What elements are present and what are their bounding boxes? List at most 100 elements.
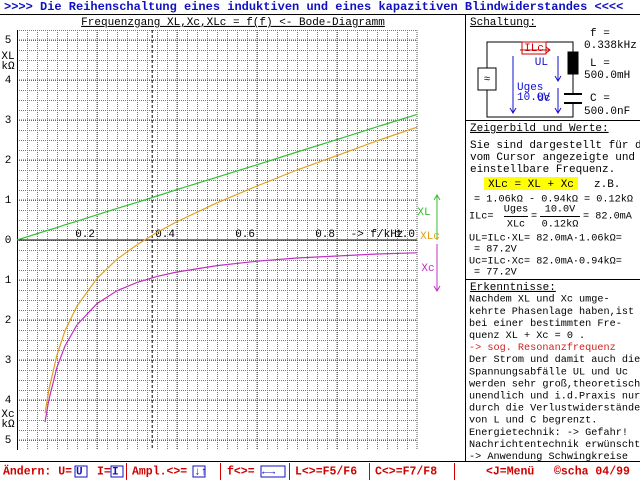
current-label: ILc bbox=[524, 43, 544, 55]
fraction-den: 0.12kΩ bbox=[542, 219, 579, 231]
f-value: 0.338kHz bbox=[584, 40, 637, 52]
x-tick-label: 0.8 bbox=[315, 229, 335, 241]
intro-line: vom Cursor angezeigte und bbox=[470, 152, 635, 164]
inductor bbox=[567, 51, 579, 75]
x-tick-label: 0.6 bbox=[235, 229, 255, 241]
f-label: f = bbox=[590, 28, 610, 40]
finding-line: quenz XL + Xc = 0 . bbox=[469, 331, 585, 342]
value-line: = 87.2V bbox=[474, 245, 518, 256]
c-label: C = bbox=[590, 93, 610, 105]
example-values: = 1.06kΩ - 0.94kΩ = 0.12kΩ bbox=[474, 194, 633, 206]
c-value: 500.0nF bbox=[584, 106, 630, 118]
key-box bbox=[110, 465, 124, 478]
resonance-note: -> sog. Resonanzfrequenz bbox=[469, 342, 616, 354]
series-line bbox=[44, 126, 418, 414]
legend-label: XL bbox=[417, 207, 430, 219]
value-line: = 77.2V bbox=[474, 268, 518, 279]
equals: = bbox=[531, 212, 537, 223]
y-tick-label: 4 bbox=[5, 75, 12, 87]
key-hint: I bbox=[112, 466, 119, 478]
footer-item: <J=Menü bbox=[486, 466, 534, 479]
section-heading: Schaltung: bbox=[470, 17, 536, 29]
uc-arrow bbox=[554, 88, 562, 114]
section-heading: Erkenntnisse: bbox=[470, 282, 556, 294]
x-tick-label: 0.2 bbox=[75, 229, 95, 241]
finding-line: bei einer bestimmten Fre- bbox=[469, 318, 622, 330]
y-tick-label: 5 bbox=[5, 35, 12, 47]
uges-arrow bbox=[509, 56, 517, 114]
x-tick-label: 0.4 bbox=[155, 229, 175, 241]
finding-line: werden sehr groß,theoretisch bbox=[469, 378, 640, 390]
y-tick-label: 4 bbox=[5, 395, 12, 407]
capacitor-gap bbox=[564, 94, 582, 103]
finding-line: unendlich und i.d.Praxis nur bbox=[469, 390, 640, 402]
finding-line: Energietechnik: -> Gefahr! bbox=[469, 427, 628, 439]
key-box bbox=[74, 465, 88, 478]
l-value: 500.0mH bbox=[584, 70, 630, 82]
footer-item: ©scha 04/99 bbox=[554, 466, 630, 479]
finding-line: von L und C begrenzt. bbox=[469, 415, 597, 427]
y-tick-label: 1 bbox=[5, 195, 12, 207]
current-box bbox=[521, 41, 547, 55]
finding-line: Spannungsabfälle UL und Uc bbox=[469, 366, 628, 378]
formula-box bbox=[484, 177, 578, 190]
y-tick-label: 2 bbox=[5, 155, 12, 167]
footer-item: C<>=F7/F8 bbox=[375, 466, 437, 479]
value-line: Uc=ILc·Xc= 82.0mA·0.94kΩ= bbox=[469, 256, 622, 268]
chart-title: Frequenzgang XL,Xc,XLc = f(f) <- Bode-Di… bbox=[81, 17, 385, 29]
key-hint: ↓↑ bbox=[194, 466, 207, 478]
current-arrow bbox=[520, 46, 551, 54]
y-tick-label: 2 bbox=[5, 315, 12, 327]
y-tick-label: 1 bbox=[5, 275, 12, 287]
key-box bbox=[192, 465, 206, 478]
page-title: >>>> Die Reihenschaltung eines induktive… bbox=[4, 0, 623, 14]
y-tick-label: 3 bbox=[5, 355, 12, 367]
series-line bbox=[16, 113, 418, 241]
intro-line: Sie sind dargestellt für die bbox=[470, 140, 640, 152]
footer-item: f<>= bbox=[227, 466, 255, 479]
legend-arrow bbox=[433, 244, 441, 292]
y-tick-label: 5 bbox=[5, 435, 12, 447]
key-hint: ←→ bbox=[262, 466, 276, 478]
uges-label: Uges bbox=[517, 82, 543, 94]
y-axis-label: XL bbox=[1, 51, 14, 63]
legend-arrow bbox=[433, 194, 441, 240]
l-label: L = bbox=[590, 58, 610, 70]
current-lhs: ILc= bbox=[469, 212, 493, 223]
fraction-den: XLc bbox=[507, 220, 525, 231]
section-heading: Zeigerbild und Werte: bbox=[470, 123, 609, 135]
fraction-num: 10.0V bbox=[545, 205, 576, 216]
ul-label: UL bbox=[535, 57, 548, 69]
y-axis-label: Xc bbox=[1, 409, 14, 421]
current-result: = 82.0mA bbox=[583, 212, 633, 223]
x-tick-label: 1.0 bbox=[395, 229, 415, 241]
finding-line: Nachdem XL und Xc umge- bbox=[469, 294, 610, 306]
finding-line: durch die Verlustwiderstände bbox=[469, 403, 640, 415]
y-tick-label: 3 bbox=[5, 115, 12, 127]
footer-item: L<>=F5/F6 bbox=[295, 466, 357, 479]
finding-line: Nachrichtentechnik erwünscht bbox=[469, 439, 640, 451]
legend-label: Xc bbox=[421, 263, 434, 275]
fraction-num: Uges bbox=[504, 205, 528, 216]
series-line bbox=[44, 252, 418, 423]
source bbox=[477, 67, 497, 91]
y-axis-unit: kΩ bbox=[1, 419, 15, 431]
x-axis-label: -> f/kHz bbox=[351, 229, 404, 241]
finding-line: kehrte Phasenlage haben,ist bbox=[469, 306, 634, 318]
uc-label: Uc bbox=[537, 93, 550, 105]
y-tick-label: 0 bbox=[5, 235, 12, 247]
finding-line: -> Anwendung Schwingkreise bbox=[469, 451, 628, 463]
key-box bbox=[260, 465, 286, 478]
circuit bbox=[477, 41, 582, 118]
footer-item: Ändern: U= bbox=[3, 466, 72, 479]
value-line: UL=ILc·XL= 82.0mA·1.06kΩ= bbox=[469, 233, 622, 245]
intro-line: einstellbare Frequenz. bbox=[470, 164, 615, 176]
uges-value: 10.0V bbox=[517, 92, 550, 104]
y-axis-unit: kΩ bbox=[1, 61, 15, 73]
footer-item: Ampl.<>= bbox=[132, 466, 187, 479]
finding-line: Der Strom und damit auch die bbox=[469, 354, 640, 366]
legend-label: XLc bbox=[420, 231, 440, 243]
ul-arrow bbox=[554, 56, 562, 82]
example-label: z.B. bbox=[594, 179, 620, 191]
